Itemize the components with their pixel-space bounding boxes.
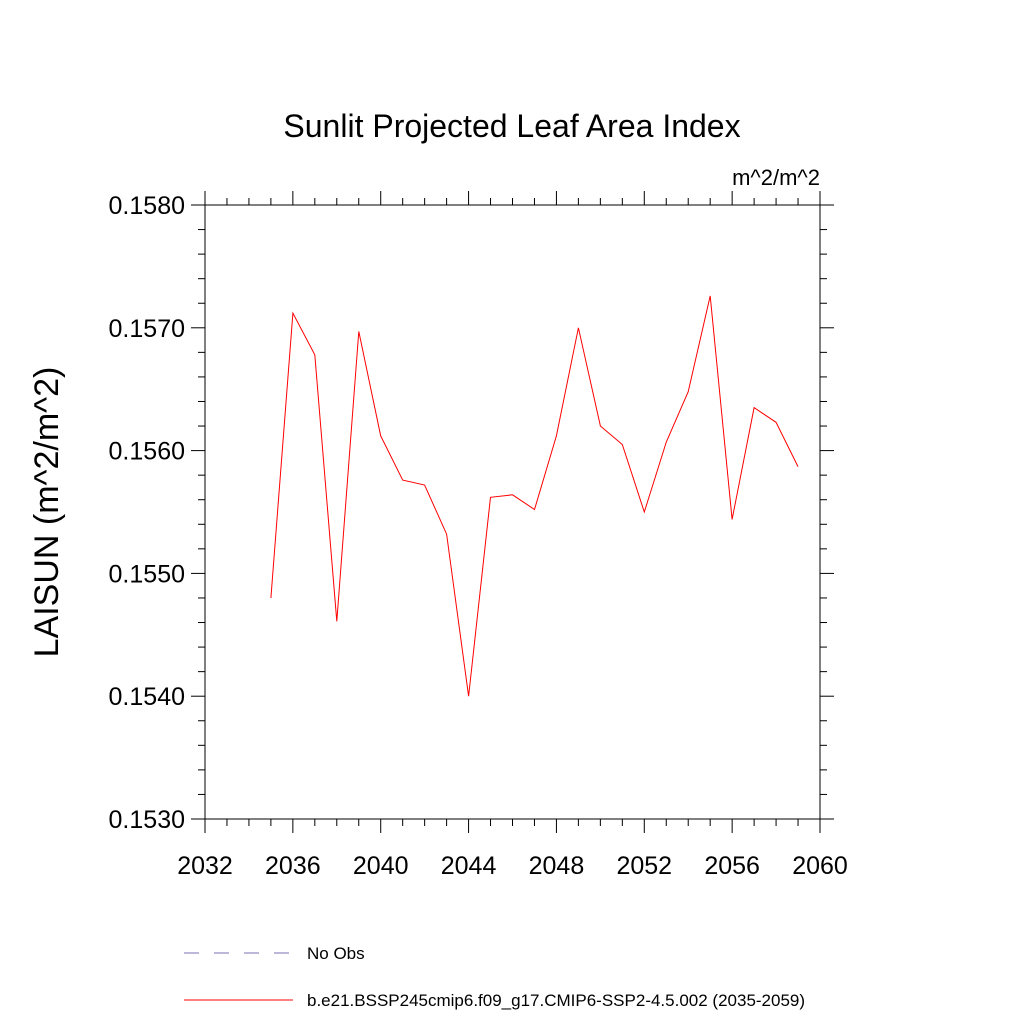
x-tick-labels: 2032 2036 2040 2044 2048 2052 2056 2060 bbox=[177, 852, 848, 880]
units-label: m^2/m^2 bbox=[732, 165, 820, 190]
y-tick-label: 0.1560 bbox=[109, 438, 185, 466]
x-tick-label: 2040 bbox=[353, 852, 409, 880]
y-tick-label: 0.1530 bbox=[109, 806, 185, 834]
x-tick-label: 2060 bbox=[792, 852, 848, 880]
x-tick-label: 2052 bbox=[616, 852, 672, 880]
axis-ticks bbox=[191, 191, 834, 833]
y-tick-label: 0.1540 bbox=[109, 683, 185, 711]
chart-title: Sunlit Projected Leaf Area Index bbox=[283, 108, 740, 144]
x-tick-label: 2048 bbox=[529, 852, 585, 880]
y-tick-labels: 0.1530 0.1540 0.1550 0.1560 0.1570 0.1580 bbox=[109, 192, 185, 834]
y-axis-label: LAISUN (m^2/m^2) bbox=[28, 367, 66, 658]
legend-label-no-obs: No Obs bbox=[307, 944, 365, 963]
series-line bbox=[270, 295, 799, 697]
y-tick-label: 0.1580 bbox=[109, 192, 185, 220]
plot-frame bbox=[204, 204, 821, 820]
x-tick-label: 2044 bbox=[441, 852, 497, 880]
y-tick-label: 0.1550 bbox=[109, 560, 185, 588]
y-tick-label: 0.1570 bbox=[109, 315, 185, 343]
x-tick-label: 2056 bbox=[704, 852, 760, 880]
legend: No Obs b.e21.BSSP245cmip6.f09_g17.CMIP6-… bbox=[184, 944, 805, 1010]
legend-label-model: b.e21.BSSP245cmip6.f09_g17.CMIP6-SSP2-4.… bbox=[307, 991, 805, 1010]
series-group bbox=[270, 295, 799, 697]
x-tick-label: 2036 bbox=[265, 852, 321, 880]
x-tick-label: 2032 bbox=[177, 852, 233, 880]
